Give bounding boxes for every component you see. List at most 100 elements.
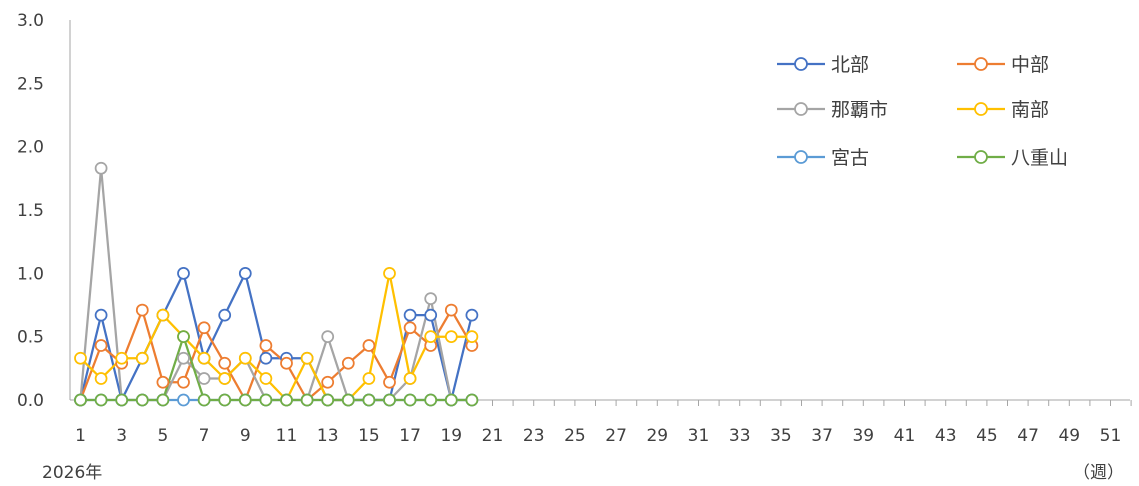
x-tick-label: 43 [935,426,957,446]
legend-label: 中部 [1011,54,1049,76]
legend-label: 南部 [1011,99,1049,121]
x-tick-label: 5 [157,426,168,446]
x-tick-labels: 1 3 5 7 9 11 13 15 17 19 21 23 25 27 29 31 33 35 37 39 41 43 4… [75,426,1121,446]
x-tick-label: 51 [1100,426,1122,446]
y-tick-label: 2.5 [17,74,44,94]
data-point [280,393,293,407]
data-point [94,308,108,322]
data-point [465,330,479,344]
x-tick-label: 9 [240,426,251,446]
x-tick-label: 23 [523,426,545,446]
x-tick-label: 11 [276,426,298,446]
data-point [177,375,190,389]
x-tick-label: 3 [116,426,127,446]
series-line [79,272,472,402]
data-point [238,266,252,280]
y-tick-label: 1.0 [17,264,44,284]
x-tick-label: 29 [646,426,668,446]
data-point [403,372,417,385]
x-caption-unit: （週） [1073,463,1124,483]
x-tick-label: 25 [564,426,586,446]
data-point [177,330,190,344]
data-point [238,351,252,365]
data-point [218,393,232,407]
x-tick-label: 19 [440,426,462,446]
data-point [383,266,396,280]
data-point [259,339,273,352]
x-tick-label: 31 [688,426,710,446]
data-point [362,339,376,352]
data-point [321,393,335,407]
data-point [321,330,335,344]
data-point [465,393,479,407]
x-tick-label: 45 [976,426,998,446]
data-point [74,351,87,365]
data-point [238,393,252,407]
data-point [424,330,438,344]
data-point [197,393,211,407]
legend-label: 北部 [831,54,869,76]
data-point [197,372,211,385]
data-point [135,393,149,407]
data-point [321,375,335,389]
y-tick-label: 2.0 [17,138,44,158]
x-tick-label: 27 [605,426,627,446]
data-point [135,351,149,365]
x-tick-label: 47 [1017,426,1039,446]
data-point [424,292,438,306]
legend-label: 那覇市 [831,99,888,121]
data-point [135,303,149,317]
data-point [362,372,376,385]
x-tick-label: 35 [770,426,792,446]
x-tick-label: 39 [852,426,874,446]
data-point [444,330,458,344]
data-point [424,308,438,322]
data-point [383,393,396,407]
data-point [259,372,273,385]
x-tick-label: 1 [75,426,86,446]
data-point [362,393,376,407]
data-point [177,393,190,407]
data-point [403,321,417,335]
data-point [280,356,293,370]
data-point [94,372,108,385]
data-point [341,393,355,407]
data-point [444,303,458,317]
x-tick-label: 17 [399,426,421,446]
data-point [115,393,129,407]
data-point [177,266,190,280]
y-tick-label: 1.5 [17,201,44,221]
series-lines [74,161,479,407]
y-tick-label: 0.0 [17,391,44,411]
x-tick-label: 13 [317,426,339,446]
data-point [115,351,129,365]
data-point [259,393,273,407]
x-tick-label: 15 [358,426,380,446]
x-tick-label: 21 [482,426,504,446]
data-point [94,161,108,175]
axes [69,20,1132,406]
data-point [341,356,355,370]
data-point [156,393,170,407]
legend-label: 宮古 [831,147,869,169]
y-tick-labels: 0.0 0.5 1.0 1.5 2.0 2.5 3.0 [17,11,44,411]
legend-marker [794,102,808,116]
y-tick-label: 0.5 [17,328,44,348]
data-point [74,393,87,407]
x-tick-label: 49 [1058,426,1080,446]
data-point [177,351,190,365]
x-tick-label: 33 [729,426,751,446]
data-point [218,372,232,385]
legend-marker [794,150,808,164]
data-point [444,393,458,407]
data-point [156,308,170,322]
data-point [465,308,479,322]
legend-marker [794,57,808,71]
x-tick-label: 7 [199,426,210,446]
data-point [94,339,108,352]
data-point [403,393,417,407]
data-point [218,308,232,322]
data-point [197,351,211,365]
